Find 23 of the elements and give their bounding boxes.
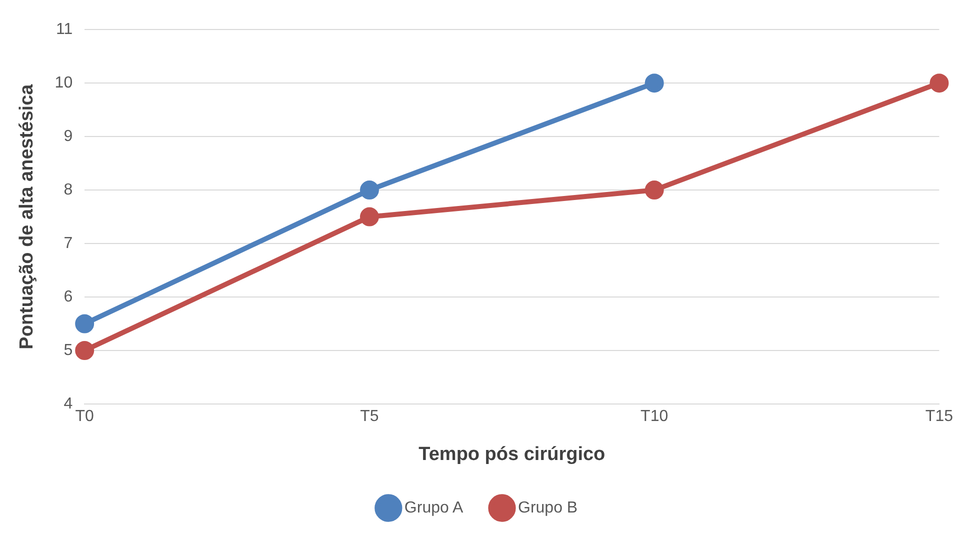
legend-label: Grupo A — [404, 499, 464, 516]
x-tick-label: T5 — [360, 408, 379, 426]
y-tick-label: 6 — [64, 288, 73, 306]
point — [75, 314, 94, 334]
point — [360, 180, 379, 200]
y-tick-label: 8 — [64, 181, 73, 198]
point — [360, 207, 379, 226]
legend-label: Grupo B — [518, 499, 578, 516]
y-axis-title: Pontuação de alta anestésica — [16, 84, 38, 350]
point — [644, 74, 664, 93]
y-tick-label: 7 — [64, 234, 73, 252]
x-tick-label: T15 — [925, 408, 954, 426]
y-tick-label: 5 — [64, 342, 73, 359]
x-axis-title: Tempo pós cirúrgico — [418, 444, 606, 465]
y-tick-label: 11 — [56, 21, 73, 38]
point — [930, 74, 949, 93]
y-tick-label: 4 — [64, 395, 73, 412]
point — [75, 341, 94, 360]
x-tick-label: T0 — [75, 408, 94, 426]
point — [644, 180, 664, 200]
y-tick-label: 10 — [54, 74, 73, 92]
x-tick-label: T10 — [640, 408, 668, 426]
y-tick-label: 9 — [64, 128, 73, 145]
